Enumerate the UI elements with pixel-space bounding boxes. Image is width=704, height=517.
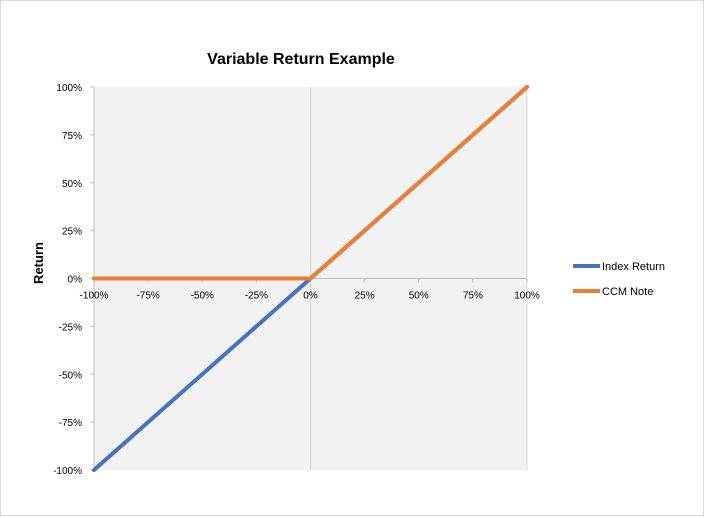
y-tick-label: 75%: [62, 131, 82, 142]
x-tick-label: -25%: [245, 291, 268, 302]
series-layer: [92, 85, 529, 472]
y-tick-label: 25%: [62, 227, 82, 238]
y-tick-label: 0%: [68, 275, 83, 286]
y-tick-label: -75%: [59, 418, 82, 429]
y-axis-label: Return: [31, 242, 46, 284]
x-tick-label: -75%: [136, 291, 159, 302]
x-tick-label: -50%: [191, 291, 214, 302]
x-tick-label: 100%: [514, 291, 540, 302]
x-axis-tick-labels: -100% -75% -50% -25% 0% 25% 50% 75% 100%: [80, 278, 540, 302]
x-tick-label: 0%: [303, 291, 318, 302]
y-axis-tick-labels: 100% 75% 50% 25% 0% -25% -50% -75% -100%: [53, 83, 94, 477]
x-tick-label: 75%: [463, 291, 483, 302]
x-tick-label: 50%: [409, 291, 429, 302]
y-tick-label: 100%: [56, 83, 82, 94]
series-line-2: [92, 85, 529, 281]
x-tick-label: 25%: [355, 291, 375, 302]
legend-label-1: Index Return: [602, 261, 665, 273]
chart-title: Variable Return Example: [207, 51, 395, 68]
x-tick-label: -100%: [80, 291, 109, 302]
y-tick-label: 50%: [62, 179, 82, 190]
y-tick-label: -25%: [59, 322, 82, 333]
y-tick-label: -100%: [53, 466, 82, 477]
legend-label-2: CCM Note: [602, 286, 653, 298]
legend: Index Return CCM Note: [573, 261, 665, 298]
y-tick-label: -50%: [59, 370, 82, 381]
